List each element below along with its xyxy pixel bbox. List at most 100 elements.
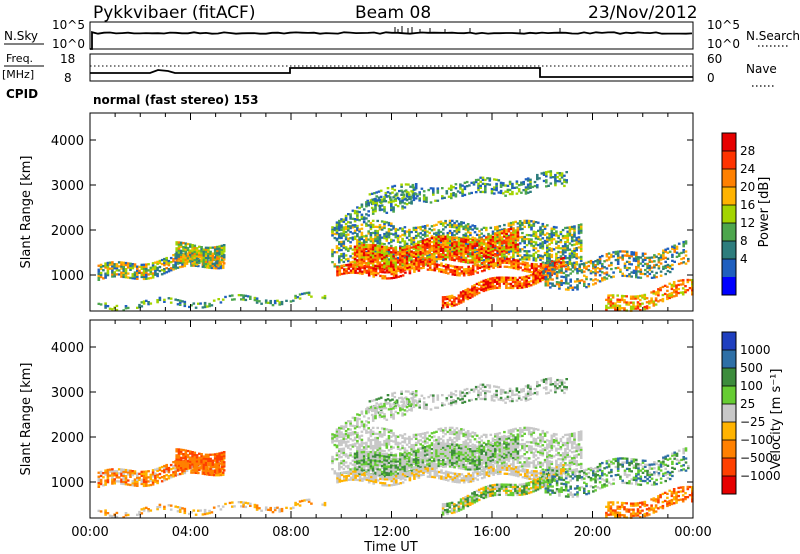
power-cell	[106, 305, 110, 308]
power-cell	[677, 254, 681, 257]
power-cell	[397, 275, 400, 278]
power-cell	[395, 274, 398, 277]
power-cell	[412, 194, 416, 197]
power-cell	[530, 262, 534, 266]
velocity-cell	[102, 476, 105, 479]
power-cell	[444, 267, 448, 270]
power-cell	[671, 263, 674, 267]
velocity-cell	[209, 471, 212, 475]
power-cell	[594, 270, 597, 273]
power-cell	[543, 253, 547, 257]
power-cell	[526, 177, 530, 180]
mode-label: normal (fast stereo) 153	[93, 93, 259, 107]
velocity-cell	[200, 453, 203, 456]
velocity-cell	[178, 472, 182, 476]
power-cell	[410, 230, 413, 234]
power-cell	[532, 252, 536, 256]
power-cell	[410, 260, 413, 263]
power-cell	[525, 285, 528, 288]
power-cell	[167, 270, 171, 273]
power-cell	[349, 269, 353, 272]
power-cell	[335, 237, 339, 240]
power-cell	[156, 266, 159, 270]
power-cell	[106, 272, 110, 275]
power-cell	[518, 276, 522, 279]
power-cell	[145, 265, 148, 268]
power-cell	[551, 278, 554, 281]
velocity-cell	[194, 471, 198, 474]
power-cell	[634, 305, 638, 308]
power-cell	[356, 216, 359, 219]
power-cell	[340, 236, 343, 240]
power-cell	[575, 240, 578, 244]
power-cell	[539, 242, 542, 245]
power-cell	[598, 270, 602, 273]
power-cell	[527, 219, 531, 223]
power-cell	[383, 222, 386, 226]
power-cell	[557, 236, 560, 240]
power-cell	[203, 301, 207, 305]
power-cell	[570, 250, 574, 253]
power-cell	[632, 259, 636, 262]
power-cell	[439, 253, 443, 256]
power-cell	[487, 288, 490, 291]
power-cell	[525, 279, 528, 282]
power-cell	[442, 241, 445, 244]
power-cell	[634, 307, 638, 310]
power-cell	[518, 250, 522, 253]
velocity-cell	[120, 478, 123, 481]
velocity-cell	[184, 449, 188, 452]
power-cell	[514, 243, 517, 246]
power-cell	[511, 190, 514, 194]
velocity-cell	[193, 451, 197, 454]
power-cell	[404, 265, 407, 268]
power-cell	[189, 253, 192, 256]
velocity-cell	[200, 467, 203, 470]
velocity-cell	[167, 471, 171, 474]
power-cell	[209, 252, 212, 255]
power-cell	[518, 228, 522, 231]
velocity-cell	[167, 477, 171, 480]
power-cell	[366, 199, 369, 202]
power-cell	[548, 266, 551, 270]
power-cell	[399, 253, 402, 256]
velocity-cell	[145, 476, 148, 479]
power-cell	[554, 173, 557, 177]
power-cell	[482, 249, 486, 252]
power-cell	[448, 229, 452, 233]
power-cell	[349, 237, 352, 240]
power-cell	[202, 262, 206, 265]
power-cell	[509, 284, 513, 288]
power-cell	[410, 241, 413, 244]
power-cell	[546, 254, 549, 257]
power-cell	[358, 248, 361, 251]
power-cell	[396, 196, 400, 200]
power-cell	[482, 289, 486, 293]
power-cell	[378, 204, 382, 208]
colorbar-tick-label: 12	[740, 216, 755, 230]
power-cell	[543, 273, 547, 276]
power-cell	[362, 239, 366, 242]
power-cell	[464, 226, 468, 229]
power-cell	[414, 236, 418, 240]
power-cell	[628, 254, 631, 258]
power-cell	[554, 178, 557, 181]
power-cell	[403, 226, 407, 229]
power-cell	[142, 273, 146, 277]
power-cell	[353, 218, 357, 221]
power-cell	[213, 264, 217, 267]
power-cell	[546, 258, 549, 261]
power-cell	[378, 265, 382, 268]
power-cell	[437, 257, 441, 261]
power-cell	[641, 302, 644, 305]
power-cell	[629, 305, 633, 308]
power-cell	[365, 265, 369, 268]
power-cell	[396, 240, 400, 243]
power-cell	[668, 270, 672, 274]
power-cell	[392, 272, 396, 275]
power-cell	[460, 248, 463, 251]
power-cell	[480, 288, 483, 292]
power-cell	[142, 277, 146, 281]
velocity-cell	[136, 472, 139, 475]
power-cell	[442, 249, 445, 252]
